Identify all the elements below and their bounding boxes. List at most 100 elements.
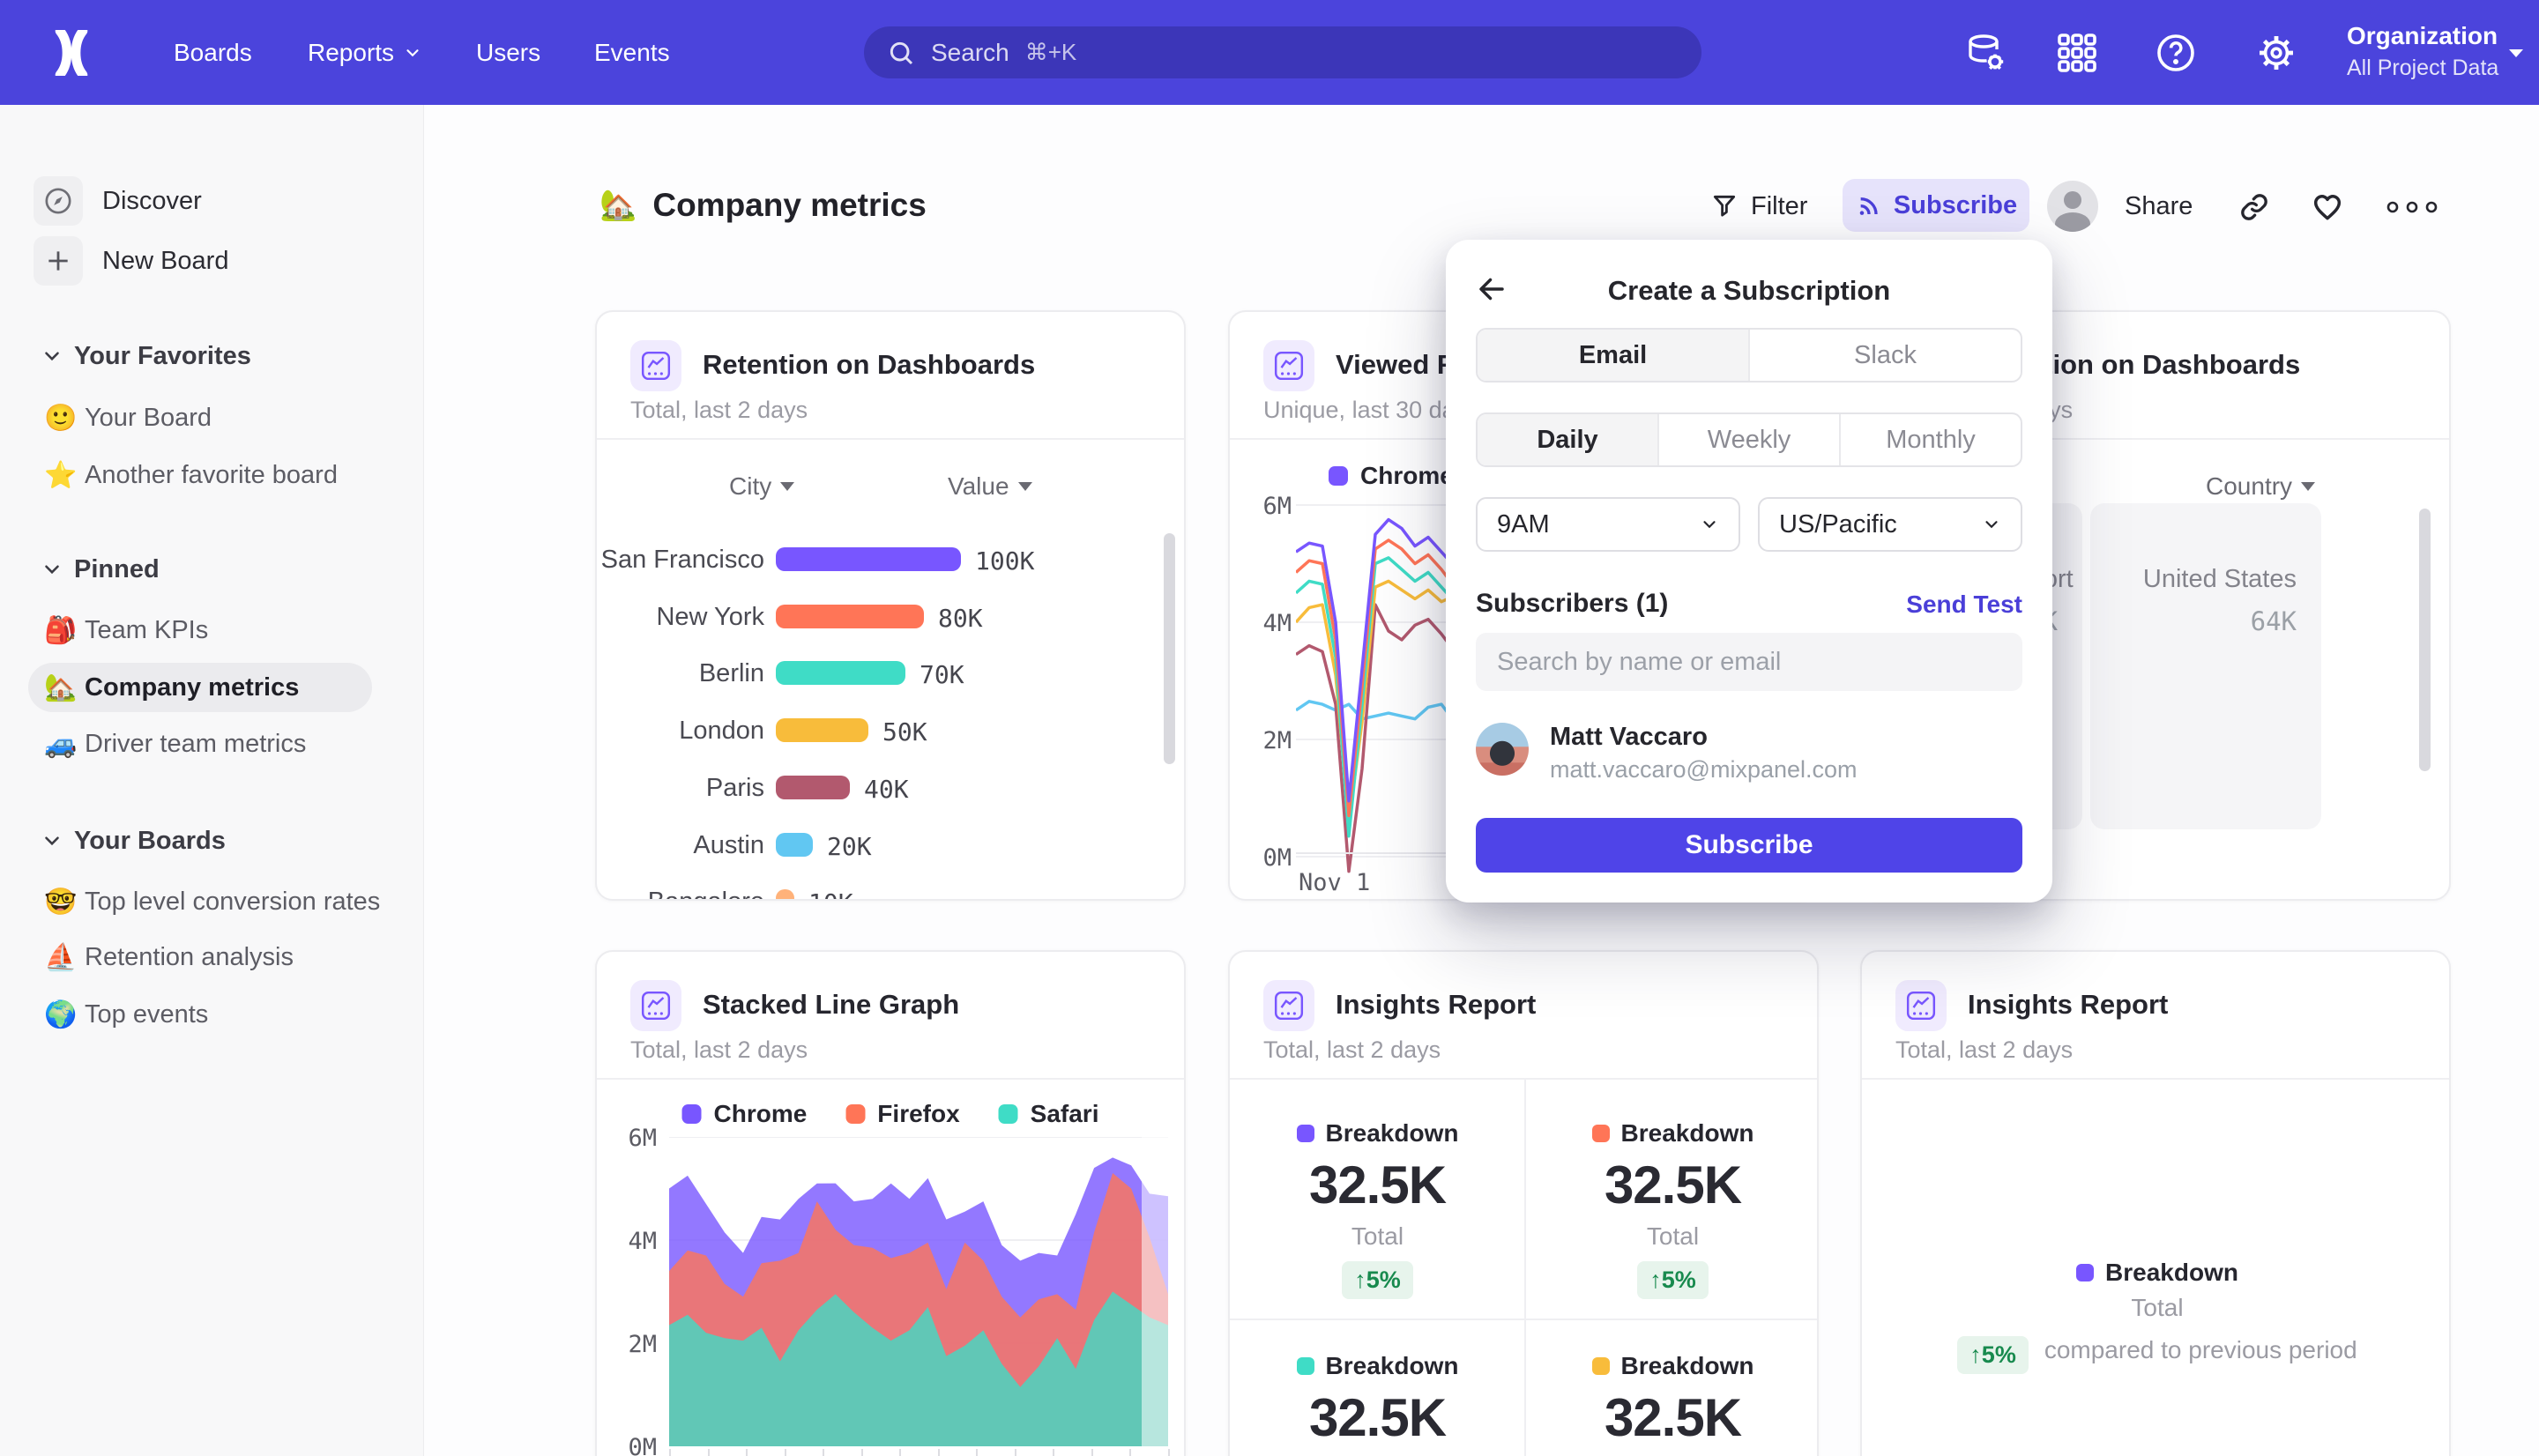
subscriber-search-input[interactable]: Search by name or email [1476,633,2022,691]
kpi-label: Breakdown [2076,1259,2238,1287]
avatar[interactable] [2047,181,2098,232]
table-row[interactable]: Austin 20K [693,830,872,861]
timezone-select[interactable]: US/Pacific [1758,497,2022,552]
table-row[interactable]: Berlin 70K [698,659,964,690]
sidebar-item-top-events[interactable]: 🌍 Top events [44,999,209,1029]
chevron-down-icon [41,829,63,852]
time-select[interactable]: 9AM [1476,497,1740,552]
delta-badge: ↑5% [1957,1336,2029,1374]
filter-button[interactable]: Filter [1710,181,1807,232]
copy-link-icon[interactable] [2237,190,2271,224]
mixpanel-logo-icon[interactable] [49,30,93,76]
org-project: All Project Data [2347,56,2499,80]
send-test-link[interactable]: Send Test [1906,591,2022,618]
sidebar: Discover New Board Your Favorites 🙂 Your Boa… [0,105,424,1456]
table-row[interactable]: London 50K [679,717,927,747]
frequency-tab-weekly[interactable]: Weekly [1659,414,1841,465]
plus-icon [34,236,83,286]
legend-item[interactable]: Chrome [681,1100,807,1128]
search-input[interactable]: Search ⌘+K [864,26,1701,78]
kpi-value: 32.5K [1604,1388,1742,1447]
kpi-tile[interactable]: Breakdown Total ↑5% compared to previous… [1862,1259,2449,1374]
rss-icon [1859,197,1878,215]
table-row[interactable]: San Francisco 100K [600,546,1035,576]
subscriber-email: matt.vaccaro@mixpanel.com [1550,756,1858,783]
legend-item[interactable]: Chrome [1329,462,1454,490]
sidebar-item-driver-team-metrics[interactable]: 🚙 Driver team metrics [44,729,307,759]
frequency-tab-monthly[interactable]: Monthly [1886,425,1976,454]
apps-grid-icon[interactable] [2056,32,2098,74]
stacked-area-chart[interactable] [669,1137,1168,1446]
nav-item-reports[interactable]: Reports [308,0,422,105]
kpi-label: Breakdown [1591,1352,1753,1380]
sidebar-item-company-metrics[interactable]: 🏡 Company metrics [0,663,424,712]
help-icon[interactable] [2155,32,2197,74]
table-row[interactable]: Bangalore10K [597,877,1184,899]
channel-tab-email[interactable]: Email [1478,330,1750,381]
org-switcher[interactable]: Organization All Project Data [2347,19,2532,86]
column-header-value[interactable]: Value [948,472,1032,501]
sidebar-item-team-kpis[interactable]: 🎒 Team KPIs [44,615,209,645]
sidebar-new-board[interactable]: New Board [0,236,424,286]
x-axis-tick [860,1449,863,1456]
board-emoji: 🌍 [44,999,78,1029]
sidebar-item-another-favorite-board[interactable]: ⭐ Another favorite board [44,460,338,490]
modal-subscribe-button[interactable]: Subscribe [1476,818,2022,873]
nav-item-events[interactable]: Events [594,38,670,66]
sidebar-section-your-favorites[interactable]: Your Favorites [0,335,424,377]
delta-badge: ↑5% [1637,1261,1709,1299]
settings-gear-icon[interactable] [2255,32,2297,74]
sidebar-section-your-boards[interactable]: Your Boards [0,820,424,862]
chart-legend: Chrome [1329,462,1454,490]
card-stacked-line: Stacked Line Graph Total, last 2 days Ch… [595,950,1186,1456]
subscriber-name: Matt Vaccaro [1550,723,1708,751]
series-swatch [1591,1357,1610,1375]
kpi-sub: Total [1351,1222,1404,1250]
value-bar [776,775,850,799]
nav-item-users[interactable]: Users [476,38,541,66]
x-axis-tick [707,1449,710,1456]
series-swatch [1296,1125,1314,1142]
x-axis-tick [784,1449,786,1456]
vertical-scrollbar[interactable] [1164,533,1175,764]
x-axis-tick [899,1449,901,1456]
data-management-icon[interactable] [1964,32,2007,74]
kpi-value: 32.5K [1308,1388,1447,1447]
frequency-tab-daily[interactable]: Daily [1478,414,1659,465]
y-axis-tick-label: 4M [1262,610,1292,637]
legend-item[interactable]: Firefox [845,1100,960,1128]
table-row[interactable]: New York 80K [656,602,983,633]
chevron-down-icon [41,345,63,368]
frequency-segmented-control: Daily Weekly Monthly [1476,412,2022,467]
vertical-scrollbar[interactable] [2419,509,2431,771]
sidebar-item-retention-analysis[interactable]: ⛵ Retention analysis [44,942,294,972]
sidebar-discover[interactable]: Discover [0,176,424,226]
sidebar-item-your-board[interactable]: 🙂 Your Board [44,403,212,433]
sidebar-section-pinned[interactable]: Pinned [0,548,424,591]
column-header-country[interactable]: Country [2206,472,2316,501]
subscribe-button[interactable]: Subscribe [1843,179,2029,232]
x-axis-tick [1129,1449,1131,1456]
filter-icon [1713,195,1736,217]
share-button[interactable]: Share [2125,191,2193,220]
board-emoji: 🏡 [44,672,78,702]
country-panel[interactable]: United States 64K [2090,503,2321,829]
board-emoji: 🚙 [44,729,78,759]
value-bar [776,604,924,628]
nav-item-boards[interactable]: Boards [174,38,252,66]
sidebar-item-top-level-conversion-rates[interactable]: 🤓 Top level conversion rates [44,887,381,917]
favorite-heart-icon[interactable] [2310,189,2345,224]
back-arrow-icon[interactable] [1476,273,1508,305]
kpi-value: 32.5K [1604,1155,1742,1215]
column-header-city[interactable]: City [729,472,795,501]
table-row[interactable]: Paris 40K [705,773,909,804]
legend-item[interactable]: Safari [998,1100,1098,1128]
channel-tab-slack[interactable]: Slack [1854,340,1917,369]
more-options-icon[interactable] [2386,197,2438,217]
subscriber-row[interactable]: Matt Vaccaro matt.vaccaro@mixpanel.com [1476,723,2022,783]
